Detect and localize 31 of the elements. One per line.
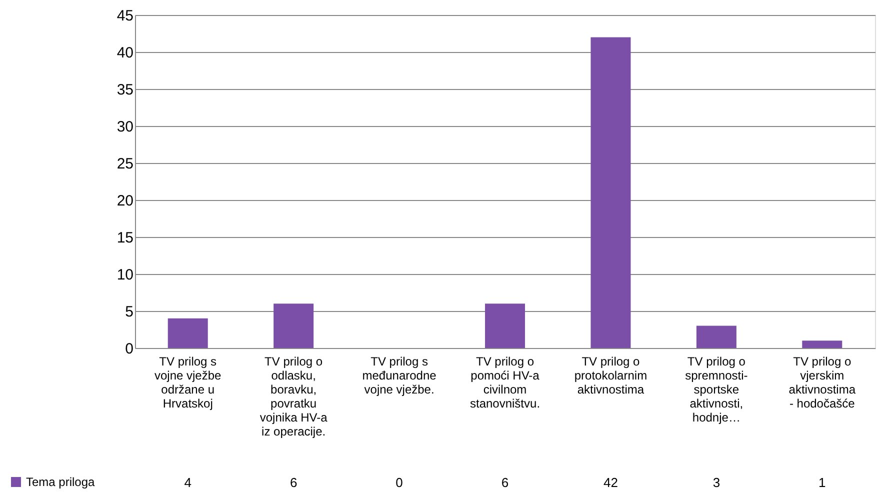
bar (696, 326, 736, 348)
y-tick-label: 45 (116, 8, 134, 24)
data-label: 6 (501, 475, 509, 490)
y-tick-label: 10 (116, 266, 134, 284)
data-label: 6 (290, 475, 298, 490)
bar (274, 304, 314, 348)
y-tick-label: 5 (125, 304, 134, 320)
x-tick-label: TV prilog s međunarodne vojne vježbe. (362, 354, 437, 396)
data-label: 0 (396, 475, 403, 490)
bar (168, 318, 208, 348)
x-tick-label: TV prilog o vjerskim aktivnostima - hodočašće (788, 354, 856, 410)
y-tick-label: 15 (116, 230, 134, 246)
y-tick-label: 30 (116, 118, 134, 136)
x-tick-label: TV prilog o odlasku, boravku, povratku vojnika HV-a iz operacije. (260, 354, 328, 438)
y-tick-label: 20 (116, 192, 134, 210)
bar (485, 304, 525, 348)
x-tick-label: TV prilog o spremnosti-sportske aktivnosti, hodnje… (685, 354, 748, 424)
y-tick-label: 25 (116, 156, 134, 172)
bar (802, 340, 842, 348)
data-label: 4 (184, 475, 192, 490)
y-tick-label: 40 (116, 44, 134, 62)
data-label: 1 (818, 475, 826, 490)
legend-label: Tema priloga (26, 475, 96, 489)
x-tick-label: TV prilog o protokolarnim aktivnostima (574, 354, 648, 396)
data-label: 3 (712, 475, 720, 490)
x-tick-label: TV prilog s vojne vježbe održane u Hrvatskoj (154, 354, 222, 410)
data-label: 42 (603, 475, 618, 490)
x-tick-label: TV prilog o pomoći HV-a civilnom stanovništvu. (470, 354, 540, 410)
y-tick-label: 0 (125, 340, 134, 358)
bar (590, 37, 631, 348)
y-tick-label: 35 (116, 82, 134, 98)
